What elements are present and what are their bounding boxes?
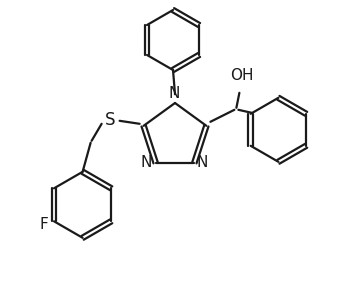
Text: N: N [168,86,180,101]
Text: S: S [105,111,116,129]
Text: N: N [140,155,151,170]
Text: N: N [196,155,208,170]
Text: F: F [39,217,48,232]
Text: OH: OH [230,68,253,83]
